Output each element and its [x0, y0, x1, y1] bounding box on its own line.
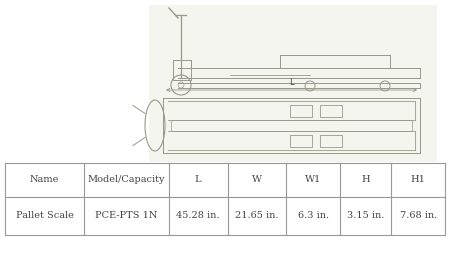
Text: PCE-PTS 1N: PCE-PTS 1N [95, 211, 158, 220]
Bar [148, 5, 436, 162]
Text: W: W [252, 175, 262, 185]
Text: 45.28 in.: 45.28 in. [176, 211, 220, 220]
Bar [320, 104, 342, 116]
Text: Pallet Scale: Pallet Scale [16, 211, 74, 220]
Text: W1: W1 [305, 175, 321, 185]
Text: H: H [361, 175, 370, 185]
Bar [320, 134, 342, 146]
Bar [290, 104, 312, 116]
Text: L: L [195, 175, 202, 185]
Text: L: L [289, 78, 294, 87]
Text: 3.15 in.: 3.15 in. [347, 211, 384, 220]
Text: Name: Name [30, 175, 59, 185]
Text: H1: H1 [411, 175, 426, 185]
Text: 7.68 in.: 7.68 in. [400, 211, 437, 220]
Text: Model/Capacity: Model/Capacity [88, 175, 165, 185]
Bar [290, 134, 312, 146]
Text: 6.3 in.: 6.3 in. [298, 211, 329, 220]
Text: 21.65 in.: 21.65 in. [235, 211, 279, 220]
